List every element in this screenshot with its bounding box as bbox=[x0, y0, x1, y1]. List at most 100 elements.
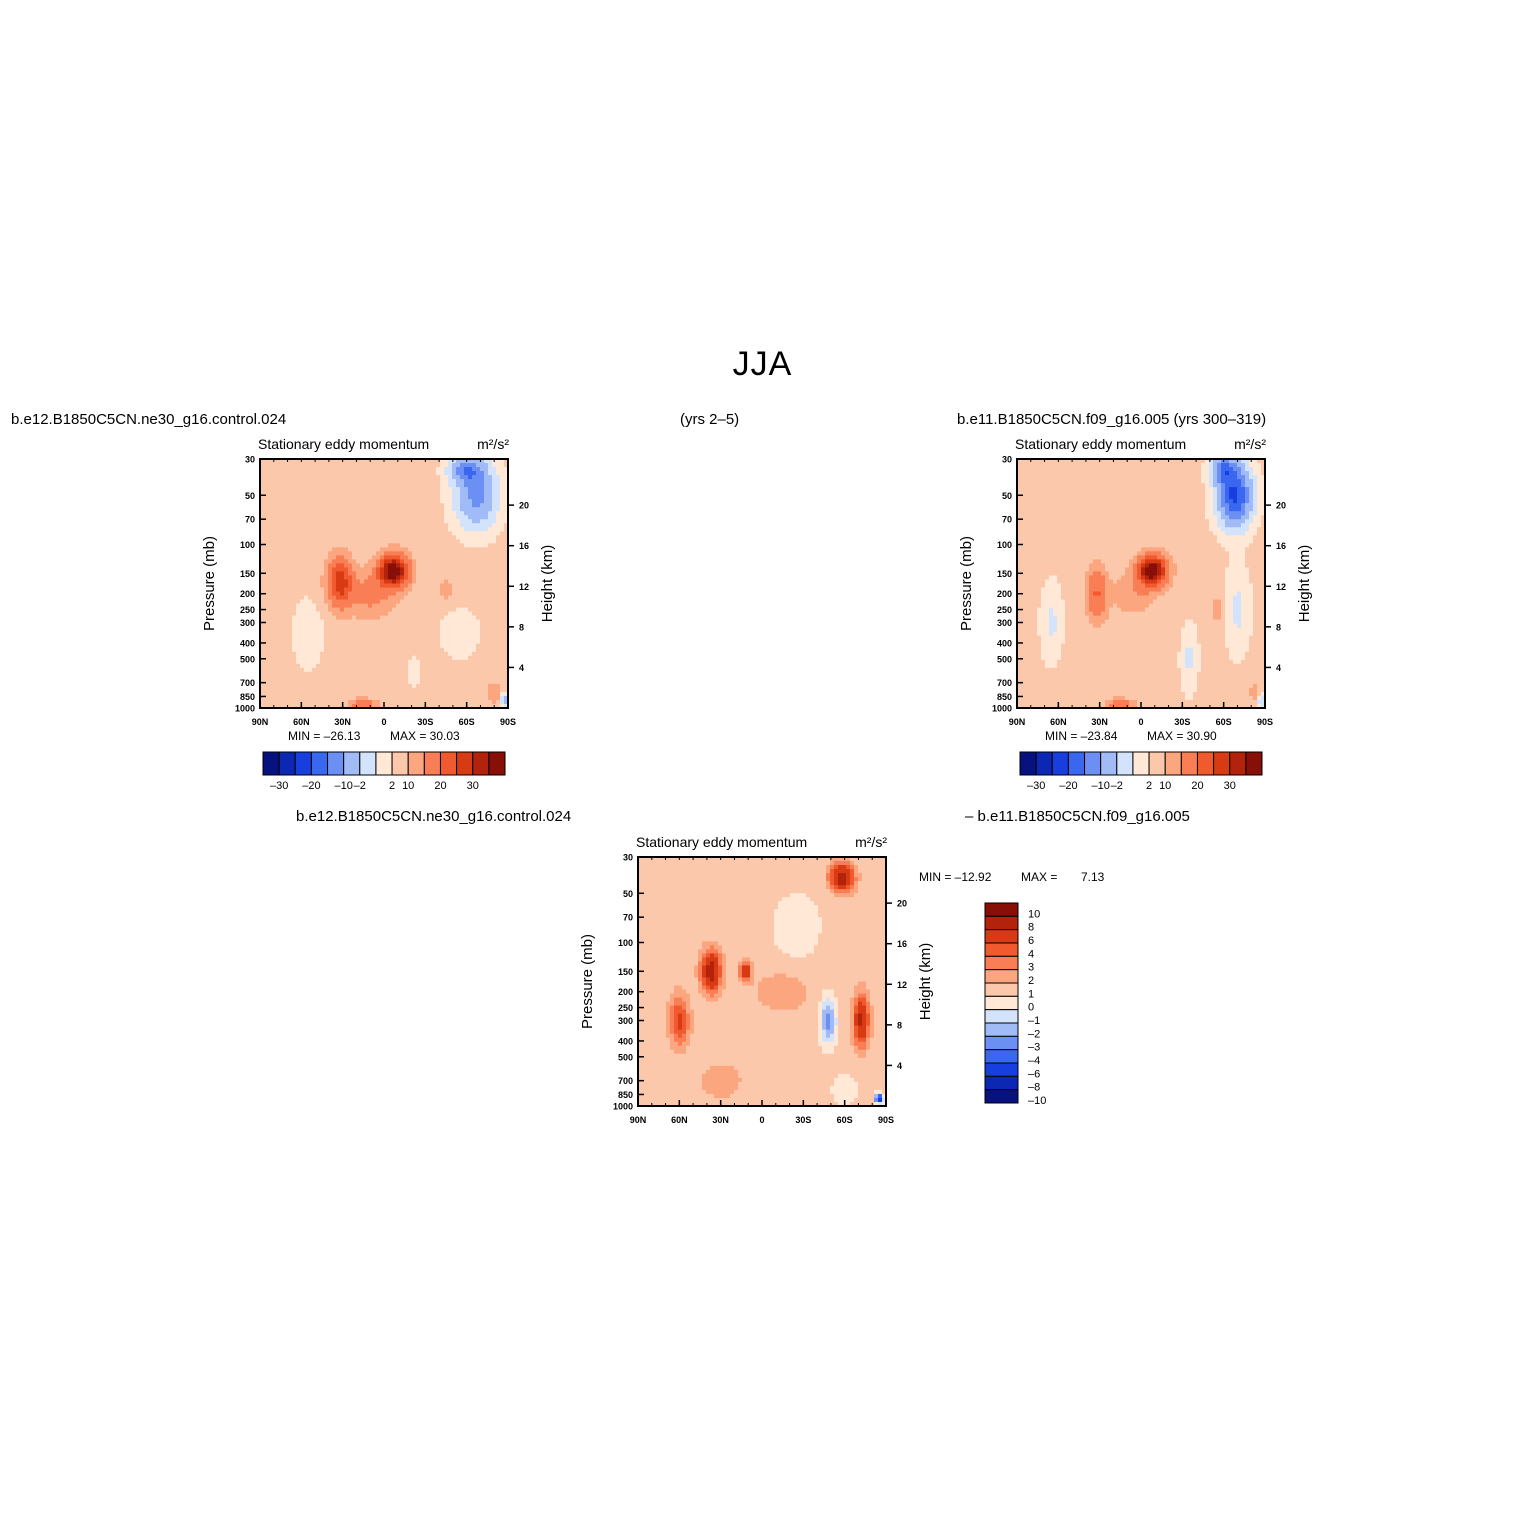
heatmap-cell bbox=[496, 555, 501, 561]
heatmap-cell bbox=[448, 539, 453, 544]
heatmap-cell bbox=[292, 551, 297, 556]
heatmap-cell bbox=[1089, 459, 1094, 464]
heatmap-cell bbox=[388, 651, 393, 657]
heatmap-cell bbox=[376, 671, 381, 677]
heatmap-cell bbox=[496, 683, 501, 689]
heatmap-cell bbox=[1173, 487, 1178, 492]
heatmap-cell bbox=[1253, 519, 1258, 524]
heatmap-cell bbox=[392, 527, 397, 532]
heatmap-cell bbox=[1033, 523, 1038, 528]
heatmap-cell bbox=[428, 519, 433, 524]
heatmap-cell bbox=[348, 547, 353, 552]
heatmap-cell bbox=[320, 543, 325, 548]
heatmap-cell bbox=[444, 503, 449, 508]
heatmap-cell bbox=[308, 531, 313, 536]
heatmap-cell bbox=[284, 695, 289, 701]
heatmap-cell bbox=[416, 691, 421, 697]
heatmap-cell bbox=[1245, 487, 1250, 492]
heatmap-cell bbox=[268, 535, 273, 540]
heatmap-cell bbox=[320, 683, 325, 689]
heatmap-cell bbox=[376, 603, 381, 609]
heatmap-cell bbox=[312, 567, 317, 573]
heatmap-cell bbox=[492, 491, 497, 496]
heatmap-cell bbox=[316, 467, 321, 472]
heatmap-cell bbox=[404, 523, 409, 528]
heatmap-cell bbox=[1033, 507, 1038, 512]
heatmap-cell bbox=[1121, 507, 1126, 512]
heatmap-cell bbox=[1213, 459, 1218, 464]
heatmap-cell bbox=[504, 619, 509, 625]
heatmap-cell bbox=[388, 495, 393, 500]
heatmap-cell bbox=[332, 619, 337, 625]
heatmap-cell bbox=[264, 695, 269, 701]
heatmap-cell bbox=[488, 679, 493, 685]
heatmap-cell bbox=[464, 579, 469, 585]
heatmap-cell bbox=[1241, 463, 1246, 468]
heatmap-cell bbox=[372, 627, 377, 633]
heatmap-cell bbox=[484, 587, 489, 593]
heatmap-cell bbox=[348, 591, 353, 597]
heatmap-cell bbox=[384, 475, 389, 480]
heatmap-cell bbox=[324, 471, 329, 476]
heatmap-cell bbox=[1249, 515, 1254, 520]
heatmap-cell bbox=[424, 655, 429, 661]
heatmap-cell bbox=[444, 651, 449, 657]
heatmap-cell bbox=[272, 467, 277, 472]
heatmap-cell bbox=[448, 515, 453, 520]
heatmap-cell bbox=[452, 547, 457, 552]
heatmap-cell bbox=[272, 499, 277, 504]
heatmap-cell bbox=[280, 563, 285, 569]
heatmap-cell bbox=[300, 527, 305, 532]
heatmap-cell bbox=[1137, 519, 1142, 524]
heatmap-cell bbox=[1121, 479, 1126, 484]
heatmap-cell bbox=[320, 547, 325, 552]
heatmap-cell bbox=[396, 619, 401, 625]
heatmap-cell bbox=[416, 663, 421, 669]
heatmap-cell bbox=[284, 487, 289, 492]
heatmap-cell bbox=[1121, 487, 1126, 492]
heatmap-cell bbox=[380, 623, 385, 629]
heatmap-cell bbox=[476, 607, 481, 613]
heatmap-cell bbox=[320, 579, 325, 585]
heatmap-cell bbox=[368, 607, 373, 613]
heatmap-cell bbox=[348, 639, 353, 645]
heatmap-cell bbox=[368, 491, 373, 496]
heatmap-cell bbox=[336, 695, 341, 701]
heatmap-cell bbox=[296, 539, 301, 544]
heatmap-cell bbox=[468, 591, 473, 597]
heatmap-cell bbox=[268, 583, 273, 589]
heatmap-cell bbox=[332, 479, 337, 484]
heatmap-cell bbox=[1241, 511, 1246, 516]
heatmap-cell bbox=[268, 695, 273, 701]
heatmap-cell bbox=[372, 507, 377, 512]
heatmap-cell bbox=[1185, 483, 1190, 488]
heatmap-cell bbox=[1241, 459, 1246, 464]
heatmap-cell bbox=[288, 639, 293, 645]
heatmap-cell bbox=[1109, 483, 1114, 488]
heatmap-cell bbox=[308, 491, 313, 496]
heatmap-cell bbox=[320, 463, 325, 468]
heatmap-cell bbox=[424, 635, 429, 641]
heatmap-cell bbox=[384, 635, 389, 641]
heatmap-cell bbox=[396, 491, 401, 496]
heatmap-cell bbox=[304, 523, 309, 528]
heatmap-cell bbox=[384, 639, 389, 645]
heatmap-cell bbox=[400, 535, 405, 540]
heatmap-cell bbox=[380, 583, 385, 589]
heatmap-cell bbox=[292, 619, 297, 625]
heatmap-cell bbox=[392, 675, 397, 681]
heatmap-cell bbox=[280, 499, 285, 504]
heatmap-cell bbox=[384, 647, 389, 653]
heatmap-cell bbox=[300, 675, 305, 681]
heatmap-cell bbox=[492, 559, 497, 565]
heatmap-cell bbox=[356, 599, 361, 605]
heatmap-cell bbox=[388, 659, 393, 665]
heatmap-cell bbox=[336, 519, 341, 524]
heatmap-cell bbox=[472, 627, 477, 633]
heatmap-cell bbox=[1241, 467, 1246, 472]
heatmap-cell bbox=[460, 651, 465, 657]
heatmap-cell bbox=[504, 511, 509, 516]
heatmap-cell bbox=[344, 507, 349, 512]
heatmap-cell bbox=[1141, 483, 1146, 488]
heatmap-cell bbox=[460, 531, 465, 536]
